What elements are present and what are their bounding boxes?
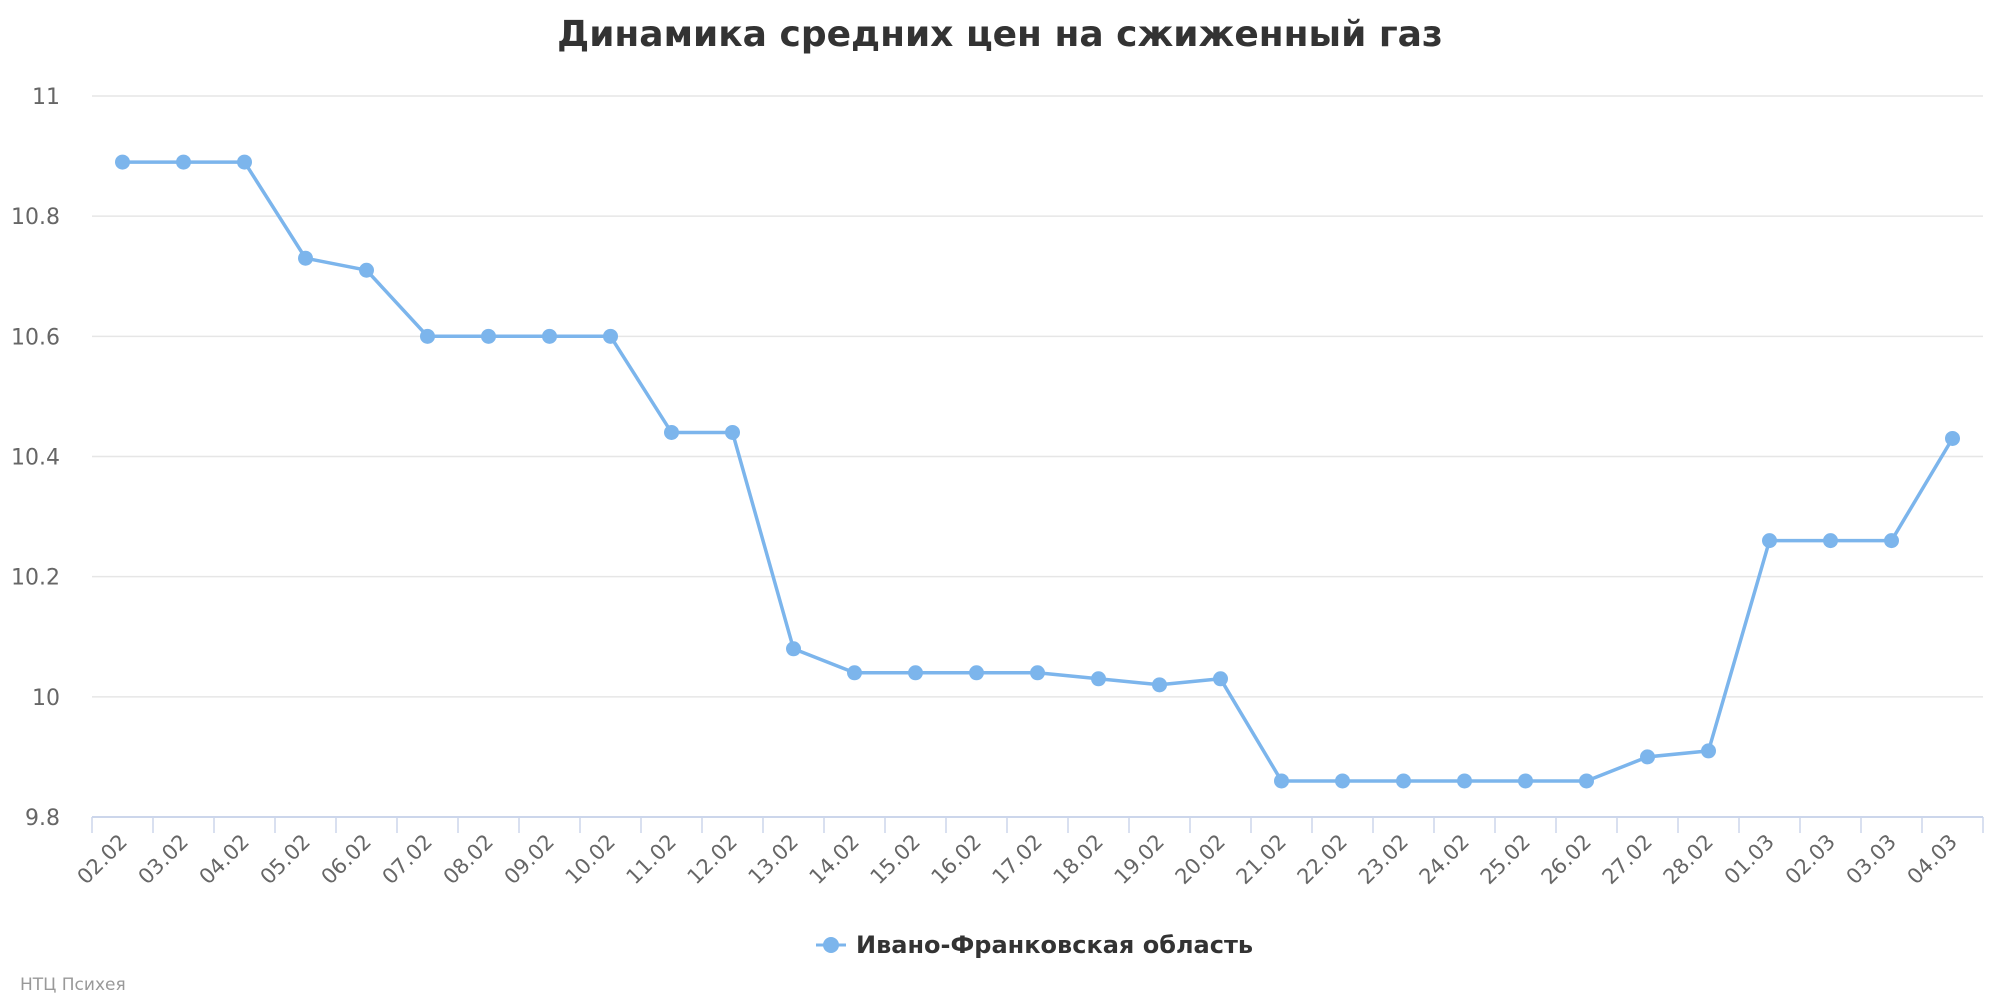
data-point[interactable] xyxy=(176,154,191,170)
data-point[interactable] xyxy=(481,328,496,344)
x-tick-label: 05.02 xyxy=(256,830,315,889)
data-point[interactable] xyxy=(359,262,374,278)
data-point[interactable] xyxy=(1030,665,1045,681)
chart-credits[interactable]: НТЦ Психея xyxy=(20,975,126,995)
data-point[interactable] xyxy=(420,328,435,344)
legend-item-label: Ивано-Франковская область xyxy=(856,931,1253,959)
y-axis: 9.8 10 10.2 10.4 10.6 10.8 11 xyxy=(11,85,60,831)
x-tick-label: 02.02 xyxy=(73,830,132,889)
x-tick-label: 13.02 xyxy=(744,830,803,889)
x-tick-label: 04.03 xyxy=(1903,830,1962,889)
x-tick-label: 08.02 xyxy=(439,830,498,889)
data-point[interactable] xyxy=(847,665,862,681)
x-tick-label: 17.02 xyxy=(988,830,1047,889)
x-tick-label: 11.02 xyxy=(622,830,681,889)
data-point[interactable] xyxy=(115,154,130,170)
x-tick-label: 23.02 xyxy=(1354,830,1413,889)
x-tick-label: 15.02 xyxy=(866,830,925,889)
data-point[interactable] xyxy=(1335,773,1350,789)
data-point[interactable] xyxy=(542,328,557,344)
x-tick-label: 01.03 xyxy=(1720,830,1779,889)
data-point[interactable] xyxy=(1091,671,1106,687)
x-tick-label: 12.02 xyxy=(683,830,742,889)
x-tick-label: 21.02 xyxy=(1232,830,1291,889)
x-tick-label: 04.02 xyxy=(195,830,254,889)
x-axis: 02.02 03.02 04.02 05.02 06.02 07.02 08.02 09.02… xyxy=(73,816,1984,889)
y-tick-label: 9.8 xyxy=(25,806,60,831)
data-point[interactable] xyxy=(1640,749,1655,765)
data-point[interactable] xyxy=(237,154,252,170)
legend[interactable]: Ивано-Франковская область xyxy=(816,931,1253,959)
series-group xyxy=(115,154,1960,789)
data-point[interactable] xyxy=(969,665,984,681)
data-point[interactable] xyxy=(1701,743,1716,759)
y-tick-label: 10.6 xyxy=(11,325,60,350)
x-tick-label: 09.02 xyxy=(500,830,559,889)
x-tick-label: 07.02 xyxy=(378,830,437,889)
y-tick-label: 10.8 xyxy=(11,205,60,230)
data-point[interactable] xyxy=(664,424,679,440)
y-tick-label: 10.2 xyxy=(11,566,60,591)
x-tick-label: 28.02 xyxy=(1659,830,1718,889)
x-tick-label: 25.02 xyxy=(1476,830,1535,889)
y-tick-label: 11 xyxy=(32,85,60,110)
x-tick-label: 27.02 xyxy=(1598,830,1657,889)
chart-title: Динамика средних цен на сжиженный газ xyxy=(557,14,1443,55)
x-tick-label: 26.02 xyxy=(1537,830,1596,889)
data-point[interactable] xyxy=(1396,773,1411,789)
data-point[interactable] xyxy=(1762,533,1777,549)
x-tick-label: 14.02 xyxy=(805,830,864,889)
x-tick-label: 16.02 xyxy=(927,830,986,889)
data-point[interactable] xyxy=(1945,430,1960,446)
y-tick-label: 10 xyxy=(32,686,60,711)
data-point[interactable] xyxy=(1518,773,1533,789)
data-point[interactable] xyxy=(725,424,740,440)
data-point[interactable] xyxy=(1823,533,1838,549)
data-point[interactable] xyxy=(1884,533,1899,549)
data-point[interactable] xyxy=(603,328,618,344)
data-point[interactable] xyxy=(786,641,801,657)
x-tick-label: 03.03 xyxy=(1842,830,1901,889)
x-tick-label: 19.02 xyxy=(1110,830,1169,889)
y-tick-label: 10.4 xyxy=(11,446,60,471)
data-point[interactable] xyxy=(908,665,923,681)
x-tick-label: 02.03 xyxy=(1781,830,1840,889)
data-point[interactable] xyxy=(1213,671,1228,687)
legend-marker xyxy=(823,937,839,953)
grid-lines xyxy=(92,95,1983,698)
x-tick-label: 24.02 xyxy=(1415,830,1474,889)
x-tick-label: 10.02 xyxy=(561,830,620,889)
x-tick-label: 20.02 xyxy=(1171,830,1230,889)
data-point[interactable] xyxy=(298,250,313,266)
x-tick-label: 06.02 xyxy=(317,830,376,889)
x-tick-label: 03.02 xyxy=(134,830,193,889)
data-point[interactable] xyxy=(1274,773,1289,789)
series-line xyxy=(120,160,1955,783)
data-point[interactable] xyxy=(1457,773,1472,789)
data-point[interactable] xyxy=(1579,773,1594,789)
x-tick-label: 18.02 xyxy=(1049,830,1108,889)
x-tick-label: 22.02 xyxy=(1293,830,1352,889)
data-point[interactable] xyxy=(1152,677,1167,693)
